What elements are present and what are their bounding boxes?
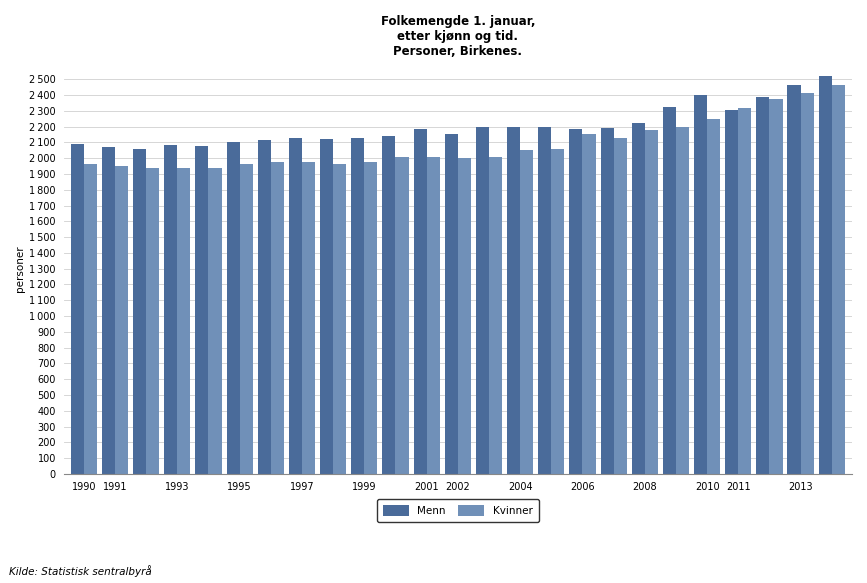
Bar bbox=[351, 138, 364, 474]
Bar bbox=[800, 93, 813, 474]
Y-axis label: personer: personer bbox=[15, 245, 25, 292]
Bar bbox=[831, 86, 844, 474]
Bar bbox=[725, 110, 739, 474]
Bar bbox=[195, 146, 208, 474]
Bar bbox=[178, 167, 191, 474]
Bar bbox=[414, 129, 427, 474]
Bar bbox=[102, 147, 115, 474]
Bar bbox=[570, 129, 583, 474]
Bar bbox=[476, 127, 489, 474]
Bar bbox=[333, 164, 346, 474]
Bar bbox=[427, 157, 440, 474]
Bar bbox=[769, 99, 783, 474]
Bar bbox=[226, 142, 239, 474]
Bar bbox=[115, 166, 128, 474]
Bar bbox=[395, 157, 408, 474]
Bar bbox=[164, 146, 178, 474]
Bar bbox=[208, 168, 222, 474]
Bar bbox=[694, 95, 707, 474]
Bar bbox=[756, 97, 769, 474]
Bar bbox=[818, 76, 831, 474]
Bar bbox=[632, 124, 645, 474]
Bar bbox=[551, 149, 564, 474]
Bar bbox=[289, 138, 302, 474]
Bar bbox=[520, 150, 533, 474]
Bar bbox=[739, 107, 752, 474]
Bar bbox=[320, 139, 333, 474]
Bar bbox=[787, 85, 800, 474]
Bar bbox=[382, 136, 395, 474]
Text: Kilde: Statistisk sentralbyrå: Kilde: Statistisk sentralbyrå bbox=[9, 566, 152, 577]
Bar bbox=[663, 107, 676, 474]
Bar bbox=[364, 162, 377, 474]
Bar bbox=[133, 149, 147, 474]
Bar bbox=[271, 162, 284, 474]
Title: Folkemengde 1. januar,
etter kjønn og tid.
Personer, Birkenes.: Folkemengde 1. januar, etter kjønn og ti… bbox=[381, 15, 535, 58]
Bar bbox=[614, 138, 627, 474]
Bar bbox=[489, 157, 502, 474]
Bar bbox=[676, 127, 689, 474]
Bar bbox=[445, 135, 458, 474]
Bar bbox=[507, 127, 520, 474]
Bar bbox=[538, 127, 551, 474]
Bar bbox=[239, 164, 252, 474]
Bar bbox=[645, 131, 658, 474]
Legend: Menn, Kvinner: Menn, Kvinner bbox=[377, 499, 538, 522]
Bar bbox=[707, 118, 720, 474]
Bar bbox=[583, 135, 596, 474]
Bar bbox=[84, 164, 97, 474]
Bar bbox=[71, 144, 84, 474]
Bar bbox=[147, 167, 160, 474]
Bar bbox=[458, 158, 471, 474]
Bar bbox=[601, 128, 614, 474]
Bar bbox=[257, 140, 271, 474]
Bar bbox=[302, 162, 315, 474]
